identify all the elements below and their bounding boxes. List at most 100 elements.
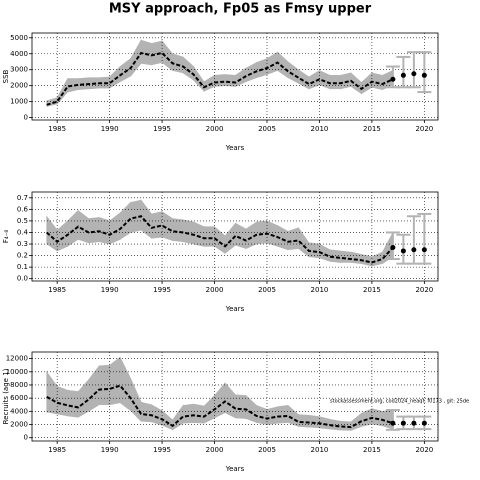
confidence-band [109,356,121,406]
y-axis-label: SSB [2,69,10,83]
x-tick-label: 1990 [101,446,119,454]
x-tick-label: 2015 [363,125,381,133]
y-tick-label: 5000 [10,34,28,42]
y-tick-label: 10000 [6,368,28,376]
confidence-band [224,382,236,419]
x-tick-label: 2010 [311,286,329,294]
y-tick-label: 1000 [10,98,28,106]
confidence-band [109,65,121,89]
confidence-band [140,401,152,423]
x-tick-label: 2015 [363,446,381,454]
confidence-band [256,404,268,425]
confidence-band [235,222,247,250]
median-line [46,51,394,106]
x-tick-label: 2020 [415,446,433,454]
x-axis-label: Years [225,465,245,473]
projection-point [411,247,417,253]
plot-frame [31,351,439,442]
confidence-band [203,226,215,247]
confidence-band [130,378,142,422]
x-tick-label: 1990 [101,125,119,133]
annotation: stockassessment.org, cod2024_neaqf, f017… [330,398,469,404]
y-tick-label: 2000 [10,421,28,429]
x-tick-label: 2000 [206,446,224,454]
confidence-band [256,220,268,245]
confidence-band [308,414,320,429]
confidence-band [109,212,121,245]
confidence-band [182,219,194,245]
confidence-band [77,209,89,244]
confidence-band [214,74,226,87]
projection-point [411,71,417,77]
confidence-band [235,394,247,419]
projection-point [400,420,406,426]
y-tick-label: 0.5 [17,217,28,225]
plot-frame [31,191,439,282]
y-tick-label: 2000 [10,82,28,90]
confidence-band [350,251,362,264]
confidence-band [224,74,236,87]
confidence-band [193,221,205,247]
plot-frame [31,32,439,121]
x-tick-label: 2000 [206,286,224,294]
x-tick-label: 1995 [153,446,171,454]
confidence-band [266,406,278,425]
y-tick-label: 0.0 [17,275,28,283]
projection-point [421,247,427,253]
confidence-band [287,61,299,84]
confidence-band [119,57,131,83]
projection-point [390,244,396,250]
x-tick-label: 1990 [101,286,119,294]
y-tick-label: 0.3 [17,240,28,248]
confidence-band [277,51,289,79]
confidence-band [245,394,257,423]
x-tick-label: 1995 [153,125,171,133]
figure-title: MSY approach, Fp05 as Fmsy upper [109,2,372,17]
confidence-band [214,382,226,419]
y-axis-label: Recruits (age 1) [2,368,10,424]
x-tick-label: 2005 [258,446,276,454]
confidence-band [46,370,58,415]
projection-point [400,248,406,254]
confidence-band [119,357,131,412]
confidence-band [298,414,310,428]
x-tick-label: 2020 [415,125,433,133]
x-tick-label: 2005 [258,286,276,294]
projection-point [421,420,427,426]
confidence-band [182,403,194,424]
y-tick-label: 8000 [10,381,28,389]
confidence-band [172,218,184,243]
confidence-band [88,364,100,412]
confidence-band [130,39,142,77]
x-tick-label: 2015 [363,286,381,294]
y-tick-label: 0.6 [17,205,29,213]
median-line [46,215,394,264]
confidence-band [287,227,299,251]
x-tick-label: 1995 [153,286,171,294]
x-axis-label: Years [225,305,245,313]
projection-point [411,420,417,426]
confidence-band [193,65,205,93]
confidence-band [329,75,341,90]
x-tick-label: 1985 [48,446,66,454]
x-tick-label: 1985 [48,125,66,133]
x-tick-label: 2010 [311,446,329,454]
x-tick-label: 2020 [415,286,433,294]
y-tick-label: 0.1 [17,263,28,271]
y-tick-label: 0.2 [17,252,28,260]
confidence-band [319,70,331,90]
x-tick-label: 2000 [206,125,224,133]
confidence-band [193,403,205,424]
y-tick-label: 0.7 [17,194,28,202]
y-tick-label: 0 [24,434,28,442]
confidence-band [88,217,100,244]
y-tick-label: 12000 [6,355,28,363]
projection-point [390,420,396,426]
confidence-band [340,72,352,90]
y-tick-label: 6000 [10,394,28,402]
confidence-band [340,250,352,263]
y-axis-label: F₄₋₈ [2,230,10,244]
y-tick-label: 3000 [10,66,28,74]
confidence-band [67,389,79,418]
